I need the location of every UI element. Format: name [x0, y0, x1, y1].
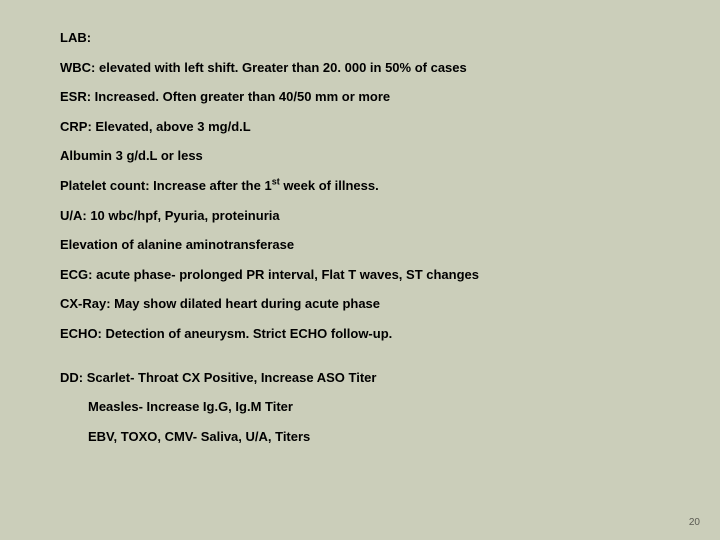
- lab-heading: LAB:: [60, 30, 720, 46]
- platelet-post: week of illness.: [280, 178, 379, 193]
- ecg-line: ECG: acute phase- prolonged PR interval,…: [60, 267, 720, 283]
- cxray-line: CX-Ray: May show dilated heart during ac…: [60, 296, 720, 312]
- echo-line: ECHO: Detection of aneurysm. Strict ECHO…: [60, 326, 720, 342]
- section-gap: [60, 356, 720, 370]
- alt-line: Elevation of alanine aminotransferase: [60, 237, 720, 253]
- slide-content: LAB: WBC: elevated with left shift. Grea…: [0, 0, 720, 444]
- esr-line: ESR: Increased. Often greater than 40/50…: [60, 89, 720, 105]
- page-number: 20: [689, 517, 700, 528]
- platelet-pre: Platelet count: Increase after the 1: [60, 178, 272, 193]
- wbc-line: WBC: elevated with left shift. Greater t…: [60, 60, 720, 76]
- dd-scarlet-line: DD: Scarlet- Throat CX Positive, Increas…: [60, 370, 720, 386]
- platelet-sup: st: [272, 177, 280, 187]
- platelet-line: Platelet count: Increase after the 1st w…: [60, 178, 720, 194]
- ua-line: U/A: 10 wbc/hpf, Pyuria, proteinuria: [60, 208, 720, 224]
- dd-measles-line: Measles- Increase Ig.G, Ig.M Titer: [60, 399, 720, 415]
- dd-ebv-line: EBV, TOXO, CMV- Saliva, U/A, Titers: [60, 429, 720, 445]
- crp-line: CRP: Elevated, above 3 mg/d.L: [60, 119, 720, 135]
- albumin-line: Albumin 3 g/d.L or less: [60, 148, 720, 164]
